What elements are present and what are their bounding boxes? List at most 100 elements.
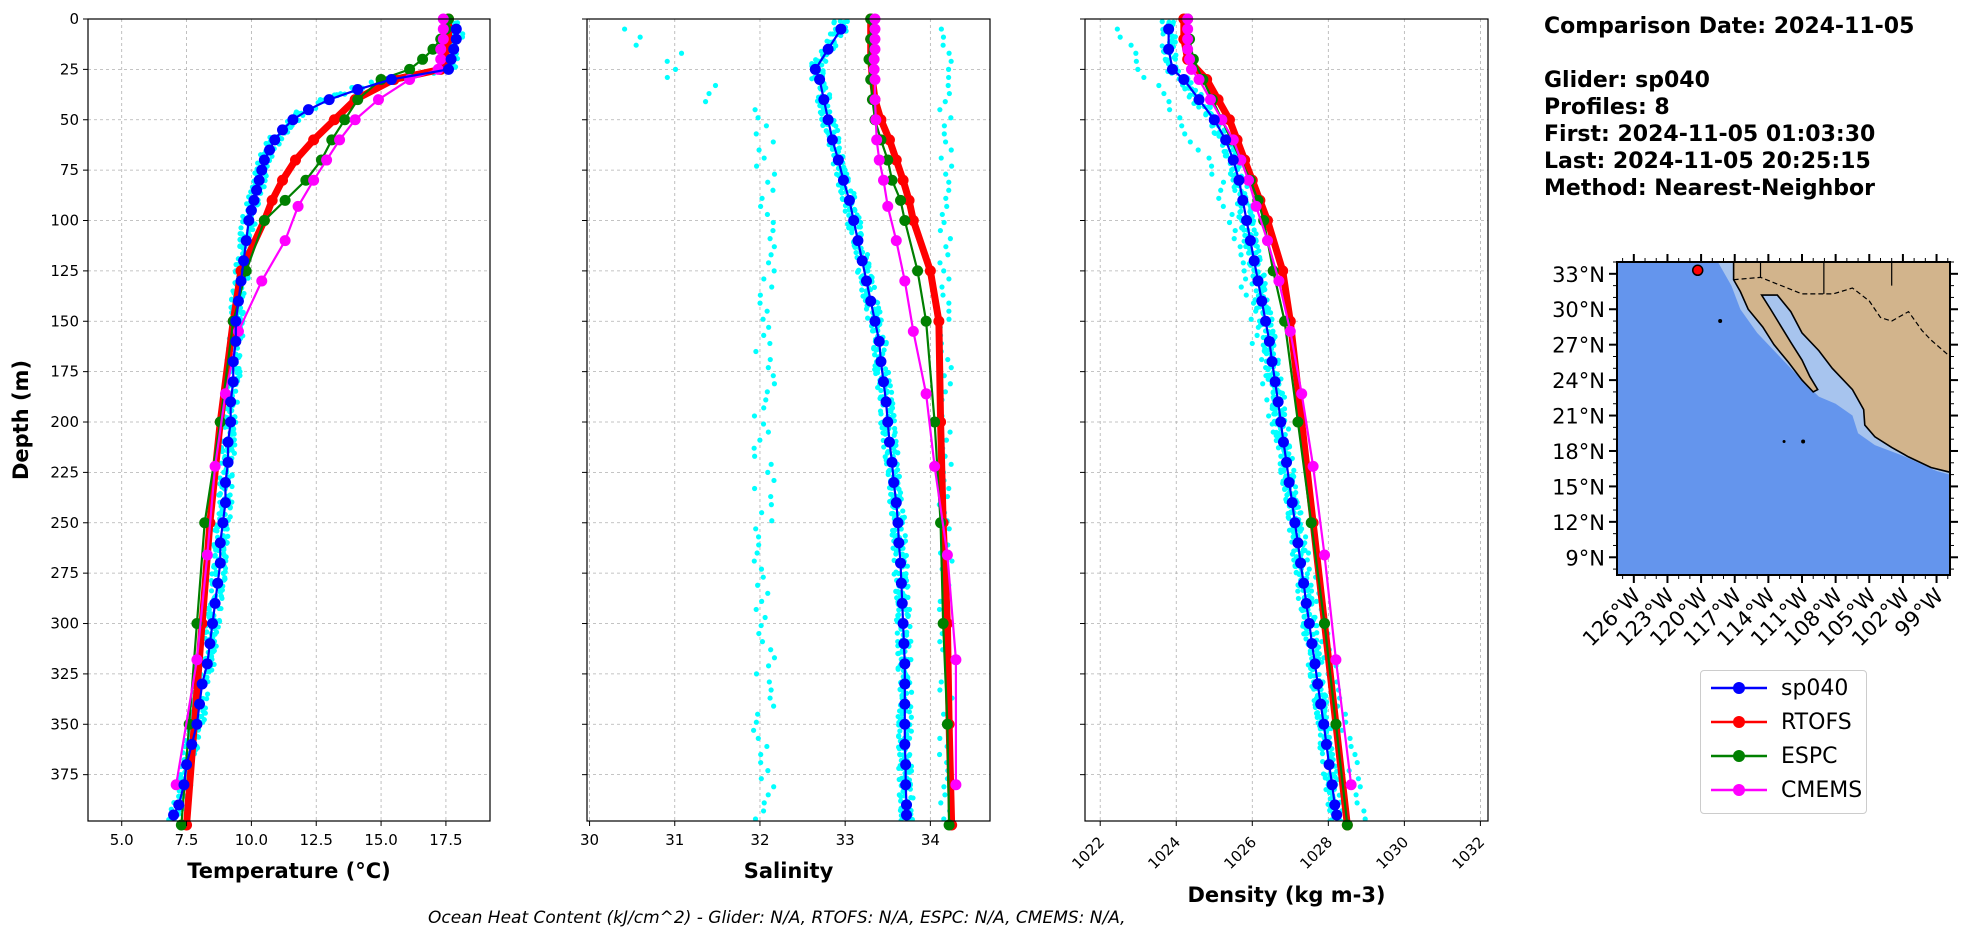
profile-point [937,107,943,113]
profile-point [1281,394,1288,400]
data-point-cmems [1193,73,1205,85]
x-tick-label: 34 [921,831,940,849]
profile-point [1253,288,1259,294]
profile-point [238,225,244,231]
profile-point [884,450,890,456]
data-point-cmems [899,275,911,287]
profile-point [1238,284,1244,290]
profile-point [896,612,902,618]
profile-point [1289,551,1296,557]
profile-point [1229,211,1235,218]
y-axis-label: Depth (m) [9,360,33,480]
data-point-sp040 [1275,416,1287,428]
profile-point [860,293,866,299]
profile-point [1249,213,1256,219]
data-point-sp040 [181,759,193,771]
profile-point [844,19,850,24]
profile-point [907,623,913,630]
profile-point [882,366,889,372]
profile-point [244,201,250,207]
profile-point [851,206,858,213]
y-tick-label: 125 [50,262,79,280]
profile-point [1307,673,1314,679]
profile-point [1326,734,1332,740]
data-point-cmems [1319,549,1331,561]
data-point-sp040 [1329,799,1341,811]
profile-point [898,794,904,800]
profile-point [906,735,913,741]
y-tick-label: 175 [50,363,79,381]
profile-point [1166,99,1172,105]
data-point-sp040 [443,63,455,75]
profile-point [905,594,911,600]
profile-point [1238,252,1244,258]
profile-point [895,713,901,720]
profile-point [1305,587,1311,594]
data-point-sp040 [895,557,907,569]
profile-point [206,669,212,675]
data-point-cmems [435,43,447,55]
profile-point [941,784,947,790]
profile-point [252,170,258,176]
profile-point [899,551,905,557]
profile-point [895,665,901,671]
profile-point [902,533,908,539]
data-point-espc [427,43,439,55]
country-border [1733,276,1950,357]
lat-label: 9°N [1565,546,1605,570]
island [1718,319,1723,324]
profile-point [1206,155,1212,161]
data-point-cmems [1204,94,1216,106]
data-point-sp040 [230,315,242,327]
profile-point [768,647,774,653]
profile-point [1329,751,1336,758]
data-point-rtofs [289,154,301,166]
profile-point [946,179,952,185]
data-point-sp040 [194,698,206,710]
profile-point [761,405,767,411]
profile-point [1208,163,1215,169]
data-point-sp040 [1281,456,1292,468]
data-point-cmems [1307,460,1319,472]
profile-point [217,490,223,497]
profile-point [759,510,765,516]
profile-point [1352,751,1358,758]
data-point-cmems [950,779,962,791]
data-point-cmems [219,388,231,400]
island [1801,439,1806,444]
temperature-panel: 0 25 50 75 100 125 150 175 200 225 250 275 300 325 350… [9,10,491,883]
data-point-espc [300,174,312,186]
profile-point [767,695,773,701]
data-point-sp040 [191,718,203,730]
profile-point [752,107,758,113]
data-point-sp040 [900,759,912,771]
profile-point [664,58,670,64]
data-point-sp040 [865,295,877,307]
profile-point [751,413,758,419]
data-point-espc [882,154,894,166]
profile-point [881,444,887,450]
profile-point [1177,115,1183,121]
x-tick-label: 12.5 [300,831,333,849]
data-point-sp040 [1326,779,1338,791]
density-panel: 1022 1024 1026 1028 1030 1032 Density (kg m-3) [1068,13,1489,907]
profile-point [891,432,897,438]
profile-point [1301,631,1307,637]
data-point-cmems [1242,174,1254,186]
data-point-rtofs [277,174,289,186]
profile-point [1271,411,1277,417]
profile-point [760,574,766,580]
profile-point [204,696,210,702]
data-point-sp040 [450,23,462,35]
profile-point [937,687,943,693]
y-tick-label: 100 [50,212,79,230]
y-tick-label: 300 [50,615,79,633]
data-point-rtofs [924,265,936,277]
data-point-sp040 [1252,275,1264,287]
profile-point [908,689,915,695]
profile-point [756,542,762,548]
y-tick-label: 0 [69,10,79,28]
profile-point [1230,166,1236,172]
data-point-sp040 [883,436,895,448]
profile-point [219,587,225,593]
